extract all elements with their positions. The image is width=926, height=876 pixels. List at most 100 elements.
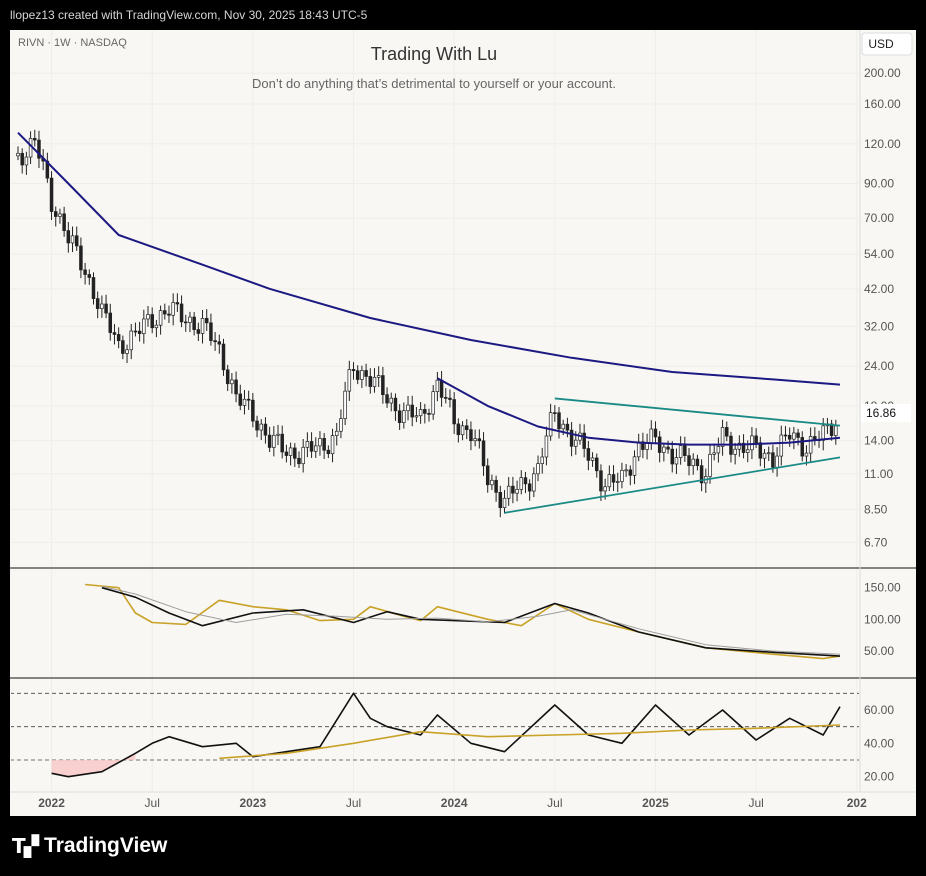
candle-body — [204, 318, 209, 324]
candle-body — [792, 432, 796, 440]
rsi-line — [51, 692, 841, 778]
candle-body — [91, 277, 96, 299]
candle-body — [381, 375, 385, 396]
candle-body — [66, 230, 71, 244]
candle-body — [402, 410, 406, 423]
candle-body — [37, 139, 41, 159]
y-tick-label: 200.00 — [864, 66, 901, 80]
candle-body — [263, 423, 268, 436]
candle-body — [74, 235, 79, 247]
candle-body — [293, 447, 297, 459]
candle-body — [314, 445, 318, 452]
candle-body — [163, 310, 167, 315]
candle-body — [599, 470, 603, 492]
candle-body — [272, 434, 276, 448]
candle-body — [745, 449, 750, 453]
candle-body — [259, 423, 263, 431]
candle-body — [708, 454, 712, 477]
chart-title: Trading With Lu — [371, 44, 497, 64]
candle-body — [246, 398, 251, 401]
y-tick-label: 24.00 — [864, 359, 894, 373]
candle-body — [636, 441, 641, 458]
candle-body — [720, 427, 725, 447]
candle-body — [104, 303, 108, 314]
candle-body — [611, 474, 616, 483]
x-tick-label: Jul — [346, 796, 361, 810]
candle-body — [683, 445, 687, 456]
candle-body — [448, 397, 452, 400]
candle-body — [532, 473, 536, 492]
candle-body — [334, 430, 339, 436]
candle-body — [221, 343, 226, 371]
candle-body — [649, 428, 654, 444]
candle-body — [154, 324, 159, 329]
candle-body — [712, 452, 716, 455]
candle-body — [477, 438, 482, 442]
candle-body — [615, 481, 620, 483]
chart-svg[interactable]: 2022 Jul 2023 Jul 2024 Jul 2025 Jul 202 200.00 160… — [10, 30, 916, 816]
candle-body — [481, 440, 486, 467]
y-tick-label: 32.00 — [864, 319, 894, 333]
y-tick-label: 6.70 — [864, 535, 888, 549]
x-tick-label: Jul — [145, 796, 160, 810]
x-tick-label: 2025 — [642, 796, 669, 810]
candle-body — [699, 465, 704, 484]
tradingview-logo: T▞ TradingView — [12, 834, 167, 858]
candle-body — [741, 442, 746, 453]
y-tick-label: 70.00 — [864, 211, 894, 225]
candle-body — [347, 369, 352, 392]
candle-body — [108, 312, 113, 333]
candle-body — [603, 486, 607, 492]
candle-body — [766, 452, 771, 455]
y-tick-label: 90.00 — [864, 177, 894, 191]
candle-body — [691, 458, 695, 467]
candle-body — [439, 379, 444, 398]
x-tick-label: 202 — [847, 796, 867, 810]
candle-body — [288, 447, 293, 456]
x-tick-label: Jul — [547, 796, 562, 810]
candle-body — [255, 420, 259, 431]
candle-body — [632, 456, 637, 476]
candle-body — [280, 433, 284, 453]
candle-body — [725, 427, 729, 437]
currency-button[interactable] — [861, 32, 913, 56]
candle-body — [79, 245, 83, 271]
candle-body — [137, 330, 142, 334]
candle-body — [397, 410, 402, 423]
candle-body — [318, 438, 322, 447]
candle-body — [343, 390, 347, 419]
candle-body — [414, 415, 419, 418]
candle-body — [20, 152, 24, 166]
candle-body — [758, 442, 763, 459]
candle-body — [121, 340, 125, 354]
candle-body — [179, 303, 184, 323]
rsi-pane — [11, 692, 859, 778]
oscillator-line — [101, 586, 841, 657]
candle-body — [305, 441, 310, 448]
rsi-y-tick-label: 20.00 — [864, 770, 894, 784]
candle-body — [309, 441, 314, 452]
y-tick-label: 11.00 — [864, 467, 893, 481]
candle-body — [112, 332, 117, 335]
candle-body — [330, 435, 335, 455]
candle-body — [175, 302, 180, 305]
last-price-badge — [861, 404, 911, 422]
candle-body — [200, 318, 205, 334]
candle-body — [372, 376, 377, 387]
y-tick-label: 42.00 — [864, 282, 894, 296]
candle-body — [406, 404, 410, 412]
candle-body — [590, 457, 595, 461]
candle-body — [582, 432, 586, 449]
candle-body — [393, 397, 398, 412]
candle-body — [674, 457, 679, 465]
y-tick-label: 14.00 — [864, 434, 894, 448]
candle-body — [775, 455, 779, 468]
candle-body — [95, 298, 100, 309]
chart-subtitle: Don’t do anything that’s detrimental to … — [252, 76, 616, 91]
candle-body — [234, 379, 238, 395]
candle-body — [192, 316, 196, 330]
rsi-y-tick-label: 40.00 — [864, 736, 894, 750]
candle-body — [167, 313, 171, 316]
oscillator-y-tick-label: 50.00 — [864, 644, 894, 658]
candle-body — [267, 434, 272, 448]
